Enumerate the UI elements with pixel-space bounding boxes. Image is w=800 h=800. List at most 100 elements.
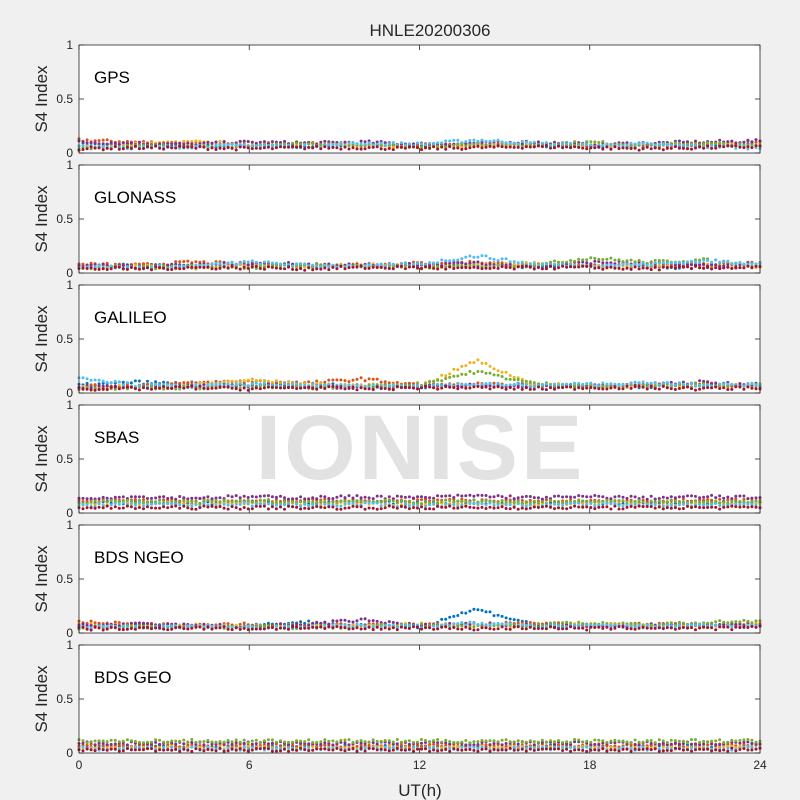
data-point [625,503,629,507]
data-point [665,259,669,263]
data-point [274,261,278,265]
data-point [516,378,520,382]
data-point [718,384,722,388]
data-point [81,148,85,151]
data-point [424,495,427,499]
data-point [339,378,343,382]
data-point [258,144,262,148]
data-point [291,267,295,271]
data-point [343,379,347,383]
data-point [339,141,343,145]
data-point [512,501,516,504]
data-point [154,383,158,387]
data-point [246,496,250,499]
data-point [170,499,174,503]
data-point [738,494,742,498]
data-point [653,381,657,385]
data-point [178,495,182,498]
data-point [391,383,395,387]
data-point [540,262,544,266]
data-point [93,388,97,392]
data-point [367,141,371,145]
data-point [391,267,395,271]
data-point [669,506,673,510]
data-point [218,382,222,386]
data-point [637,381,641,385]
data-point [540,497,544,501]
data-point [601,264,605,268]
data-point [633,142,637,146]
data-point [532,145,536,149]
data-point [557,144,560,148]
data-point [581,387,585,391]
data-point [480,138,484,142]
data-point [258,498,262,502]
data-point [665,500,669,504]
data-point [730,262,734,265]
data-point [444,374,448,378]
data-point [488,499,492,503]
data-point [190,507,194,511]
data-point [258,384,262,388]
data-point [299,504,303,508]
data-point [142,147,145,150]
data-point [299,262,303,266]
data-point [335,507,339,511]
data-point [577,505,581,509]
data-point [569,141,573,145]
data-point [456,614,460,617]
data-point [202,496,206,500]
data-point [125,504,129,508]
data-point [544,502,548,506]
data-point [673,506,677,510]
data-point [303,506,307,510]
data-point [190,496,194,500]
data-point [456,146,460,150]
data-point [605,502,609,505]
data-point [492,385,496,389]
data-point [262,260,266,264]
data-point [339,499,343,503]
data-point [625,259,629,263]
data-point [540,505,544,509]
data-point [516,618,520,622]
data-point [206,148,210,151]
data-point [452,146,456,150]
data-point [625,384,629,388]
data-point [113,265,117,269]
data-point [109,147,113,151]
data-point [158,506,162,510]
data-point [698,260,702,264]
data-point [738,142,742,146]
data-point [512,262,516,266]
data-point [597,387,601,391]
data-point [194,503,198,507]
data-point [573,501,577,505]
data-point [129,143,133,147]
data-point [150,506,153,510]
data-point [448,259,452,263]
data-point [89,383,93,387]
data-point [553,146,556,150]
data-point [266,385,270,389]
data-point [222,265,226,269]
data-point [367,501,371,505]
data-point [142,267,145,270]
data-point [319,505,323,509]
data-point [690,500,693,504]
data-point [609,143,613,147]
data-point [581,501,585,505]
data-point [186,499,190,503]
data-point [528,501,532,505]
data-point [508,260,512,264]
data-point [150,385,153,389]
data-point [508,262,512,266]
data-point [432,379,436,383]
data-point [464,140,468,144]
data-point [460,257,464,261]
data-point [532,385,536,389]
data-point [669,143,673,147]
data-point [287,265,290,269]
data-point [649,384,653,388]
data-point [230,261,234,264]
